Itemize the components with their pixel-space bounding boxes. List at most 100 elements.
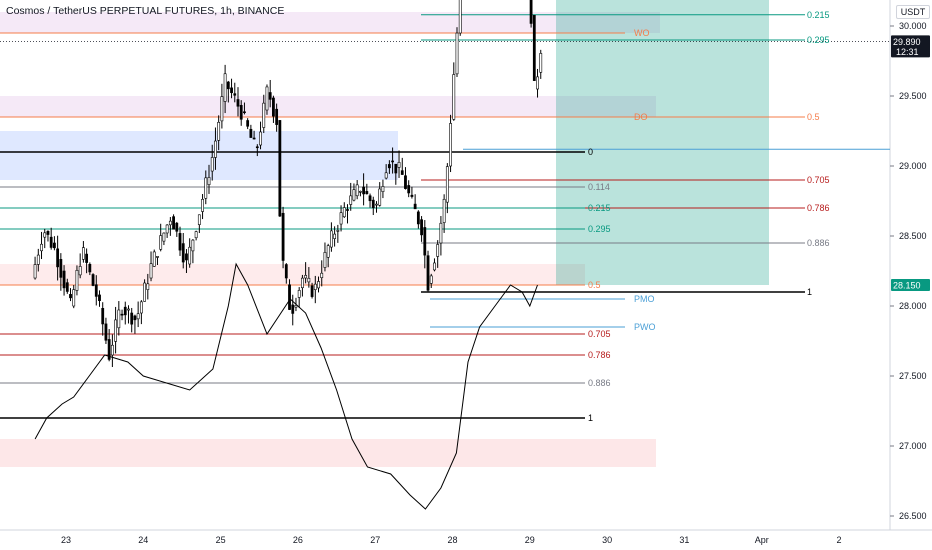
candle-body bbox=[246, 120, 250, 127]
candle-body bbox=[429, 275, 433, 284]
candle-body bbox=[294, 305, 298, 308]
candle-body bbox=[72, 289, 76, 307]
oscillator-line bbox=[34, 262, 538, 510]
candle-body bbox=[410, 194, 414, 197]
candle-body bbox=[304, 275, 308, 279]
candle-body bbox=[442, 198, 446, 223]
candle-body bbox=[339, 212, 343, 225]
candle-body bbox=[420, 219, 423, 236]
candle-body bbox=[156, 256, 159, 258]
price-scale-label: 28.150 bbox=[893, 281, 921, 291]
candle-body bbox=[43, 232, 47, 238]
candle-body bbox=[220, 96, 224, 122]
candle-body bbox=[230, 87, 233, 94]
fib-upper-label: 0.886 bbox=[807, 238, 830, 248]
fib-upper-label: 0.295 bbox=[807, 35, 830, 45]
candle-body bbox=[149, 263, 153, 279]
candle-body bbox=[329, 230, 333, 248]
price-scale-label-bg bbox=[891, 279, 930, 291]
fib-upper-label: 0.215 bbox=[807, 10, 830, 20]
candle-body bbox=[349, 195, 353, 205]
candle-body bbox=[255, 146, 259, 149]
candle-body bbox=[33, 264, 37, 279]
candle-body bbox=[175, 222, 179, 232]
candle-body bbox=[371, 199, 375, 209]
y-tick-label: 27.000 bbox=[899, 441, 927, 451]
candle-body bbox=[301, 277, 304, 289]
currency-label[interactable]: USDT bbox=[896, 5, 930, 19]
candle-body bbox=[323, 252, 327, 268]
candle-body bbox=[342, 207, 346, 218]
level-label: WO bbox=[634, 28, 650, 38]
candle-body bbox=[320, 272, 324, 279]
candle-body bbox=[404, 175, 407, 189]
x-tick-label: 28 bbox=[447, 535, 457, 545]
x-tick-label: Apr bbox=[755, 535, 769, 545]
candle-body bbox=[123, 306, 127, 316]
fib-upper-label: 0.5 bbox=[807, 112, 820, 122]
candle-body bbox=[59, 259, 63, 278]
candle-body bbox=[69, 294, 72, 299]
shaded-zone bbox=[0, 439, 656, 467]
candle-body bbox=[107, 339, 111, 360]
candle-body bbox=[223, 73, 227, 102]
x-tick-label: 25 bbox=[216, 535, 226, 545]
candle-body bbox=[162, 232, 166, 242]
candle-body bbox=[262, 102, 266, 128]
candle-body bbox=[136, 313, 140, 320]
candle-body bbox=[413, 203, 417, 210]
candle-body bbox=[265, 86, 269, 111]
candle-body bbox=[159, 235, 163, 250]
candle-body bbox=[40, 243, 43, 252]
x-tick-label: 26 bbox=[293, 535, 303, 545]
candle-body bbox=[36, 254, 40, 265]
candle-body bbox=[532, 15, 536, 81]
position-target-zone bbox=[556, 0, 769, 285]
candle-body bbox=[381, 186, 385, 192]
candle-body bbox=[362, 186, 366, 195]
candle-body bbox=[127, 308, 130, 311]
x-tick-label: 24 bbox=[138, 535, 148, 545]
candle-body bbox=[458, 0, 462, 34]
fib-upper-label: 0.786 bbox=[807, 203, 830, 213]
candle-body bbox=[378, 188, 382, 206]
x-tick-label: 27 bbox=[370, 535, 380, 545]
candles bbox=[33, 0, 543, 368]
candle-body bbox=[143, 282, 146, 302]
candle-body bbox=[120, 313, 124, 316]
candle-body bbox=[249, 128, 253, 138]
candle-body bbox=[88, 263, 92, 273]
x-tick-label: 23 bbox=[61, 535, 71, 545]
y-tick-label: 30.000 bbox=[899, 21, 927, 31]
candle-body bbox=[168, 220, 172, 226]
candle-body bbox=[226, 81, 230, 90]
candle-body bbox=[114, 319, 118, 342]
candle-body bbox=[384, 172, 388, 179]
fib-lower-label: 0.114 bbox=[588, 182, 610, 192]
candle-body bbox=[139, 301, 143, 314]
candle-body bbox=[416, 211, 420, 225]
fib-upper-label: 1 bbox=[807, 287, 812, 297]
candle-body bbox=[204, 177, 208, 199]
x-tick-label: 2 bbox=[836, 535, 841, 545]
fib-lower-label: 1 bbox=[588, 413, 593, 423]
candle-body bbox=[439, 222, 443, 244]
candle-body bbox=[152, 251, 156, 267]
candle-body bbox=[236, 99, 240, 107]
candle-body bbox=[426, 255, 430, 291]
level-label: PWO bbox=[634, 322, 656, 332]
candle-body bbox=[259, 131, 262, 146]
chart-title: Cosmos / TetherUS PERPETUAL FUTURES, 1h,… bbox=[6, 5, 285, 17]
candle-body bbox=[217, 122, 221, 141]
candle-body bbox=[326, 245, 330, 258]
candle-body bbox=[117, 309, 121, 329]
candle-body bbox=[275, 108, 279, 125]
price-scale-countdown: 12:31 bbox=[896, 47, 919, 57]
candle-body bbox=[233, 93, 237, 96]
candle-body bbox=[536, 76, 539, 90]
candle-body bbox=[375, 203, 378, 206]
candle-body bbox=[387, 164, 391, 169]
candle-body bbox=[313, 283, 317, 290]
candle-body bbox=[268, 92, 272, 100]
